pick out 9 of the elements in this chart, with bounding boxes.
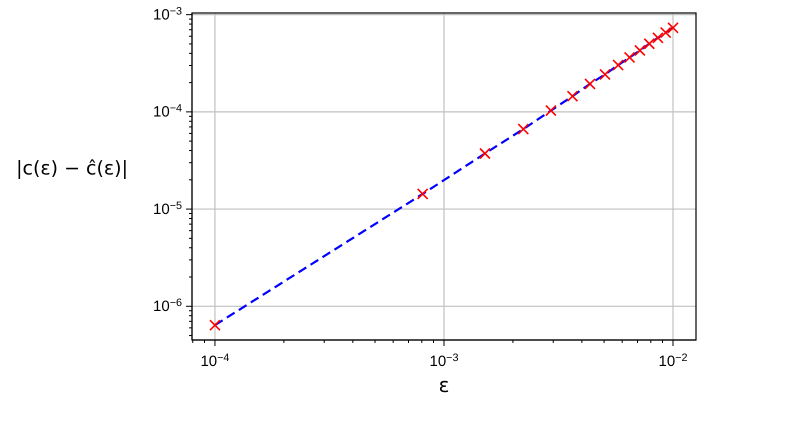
x-axis-title: ε xyxy=(438,373,450,397)
x-tick-label: 10$^{−3}$ xyxy=(429,352,458,370)
x-tick-label: 10$^{−2}$ xyxy=(658,352,688,370)
x-tick-label: 10$^{−4}$ xyxy=(200,352,230,370)
y-tick-label: 10$^{−3}$ xyxy=(153,6,182,24)
y-tick-label: 10$^{−5}$ xyxy=(153,200,182,218)
y-axis-title: |c(ε) − ĉ(ε)| xyxy=(16,158,128,180)
y-tick-label: 10$^{−6}$ xyxy=(153,297,182,316)
y-tick-label: 10$^{−4}$ xyxy=(153,103,182,121)
